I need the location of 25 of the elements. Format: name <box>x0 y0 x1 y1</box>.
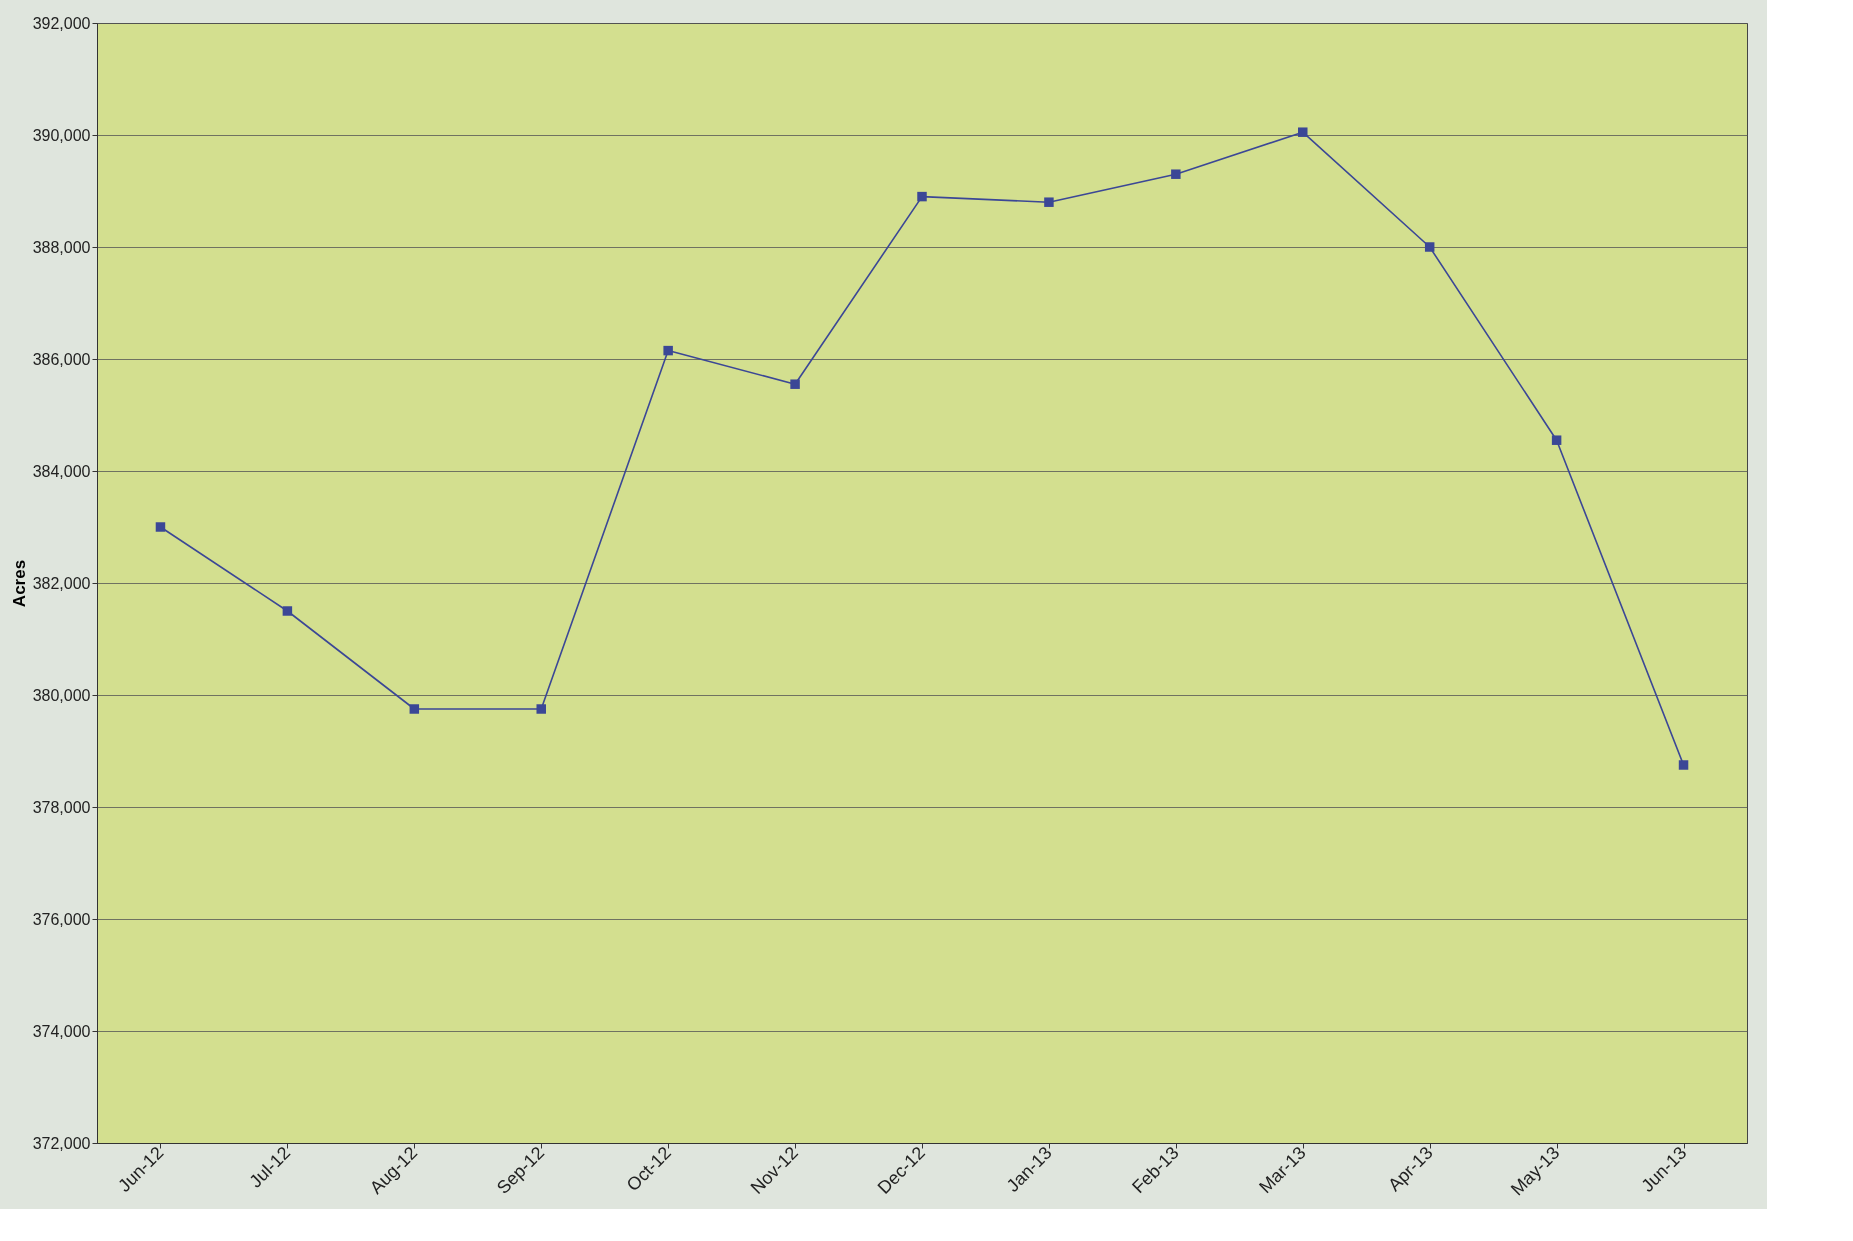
point <box>536 704 546 714</box>
point <box>1424 242 1435 252</box>
point <box>1044 197 1054 207</box>
y-tick-label: 380,000 <box>32 686 91 704</box>
y-tick-label: 392,000 <box>32 14 91 32</box>
point <box>1551 435 1562 445</box>
y-axis-title: Acres <box>9 559 29 608</box>
y-tick-label: 390,000 <box>32 126 91 144</box>
y-tick-label: 376,000 <box>32 910 91 928</box>
point <box>1678 760 1689 770</box>
point <box>790 379 800 389</box>
y-tick-label: 386,000 <box>32 350 91 368</box>
point <box>409 704 420 714</box>
point <box>1171 169 1181 179</box>
y-tick-label: 374,000 <box>32 1022 91 1040</box>
point <box>155 522 166 532</box>
point <box>663 345 673 356</box>
y-tick-label: 388,000 <box>32 238 91 256</box>
point <box>1298 127 1308 137</box>
point <box>282 606 293 616</box>
y-tick-label: 372,000 <box>32 1134 91 1152</box>
y-tick-label: 384,000 <box>32 462 91 480</box>
point <box>917 191 927 202</box>
y-tick-label: 382,000 <box>32 574 91 592</box>
y-tick-label: 378,000 <box>32 798 91 816</box>
